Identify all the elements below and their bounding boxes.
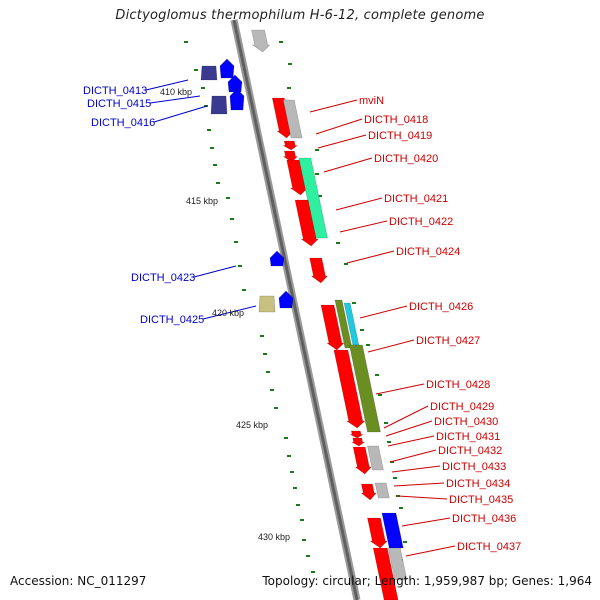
gene-label-left: DICTH_0423 bbox=[131, 272, 195, 284]
leader-line bbox=[153, 105, 208, 123]
gene-label-right: DICTH_0432 bbox=[438, 445, 502, 457]
scale-label: 415 kbp bbox=[186, 196, 218, 206]
gene-arrow bbox=[294, 199, 319, 247]
gene-arrow bbox=[320, 304, 345, 351]
leader-line bbox=[385, 420, 433, 437]
scale-label: 430 kbp bbox=[258, 532, 290, 542]
gene-arrow bbox=[251, 29, 271, 53]
gene-arrow bbox=[360, 483, 377, 501]
gene-arrow bbox=[351, 437, 366, 447]
leader-line bbox=[405, 545, 456, 557]
leader-line bbox=[383, 405, 429, 429]
gene-label-right: DICTH_0430 bbox=[434, 416, 498, 428]
leader-line bbox=[309, 99, 358, 113]
reverse-gene bbox=[269, 250, 285, 267]
backbone-layer bbox=[230, 19, 361, 600]
leader-line bbox=[335, 197, 383, 211]
gene-label-left: DICTH_0425 bbox=[140, 314, 204, 326]
gene-label-left: DICTH_0416 bbox=[91, 117, 155, 129]
gene-arrow bbox=[282, 99, 303, 139]
leader-line bbox=[346, 250, 395, 264]
leader-line bbox=[387, 435, 435, 447]
gene-label-right: DICTH_0435 bbox=[449, 494, 513, 506]
gene-label-right: mviN bbox=[359, 95, 384, 107]
reverse-gene bbox=[227, 74, 243, 93]
gene-label-left: DICTH_0413 bbox=[83, 85, 147, 97]
reverse-gene bbox=[210, 95, 228, 115]
gene-arrow bbox=[372, 547, 399, 600]
gene-arrow bbox=[367, 517, 389, 549]
gene-arrow bbox=[367, 445, 384, 471]
gene-label-right: DICTH_0420 bbox=[374, 153, 438, 165]
scale-label: 420 kbp bbox=[212, 308, 244, 318]
leader-line bbox=[145, 79, 189, 91]
leader-line bbox=[375, 383, 425, 395]
gene-label-right: DICTH_0437 bbox=[457, 541, 521, 553]
reverse-gene bbox=[200, 65, 218, 81]
topology-summary-text: Topology: circular; Length: 1,959,987 bp… bbox=[262, 574, 592, 588]
gene-arrow bbox=[374, 482, 390, 499]
leader-lines-layer bbox=[145, 79, 456, 557]
gene-label-right: DICTH_0419 bbox=[368, 130, 432, 142]
scale-label: 425 kbp bbox=[236, 420, 268, 430]
gene-arrow bbox=[352, 446, 373, 475]
gene-arrow bbox=[349, 430, 365, 439]
leader-line bbox=[367, 339, 415, 353]
accession-text: Accession: NC_011297 bbox=[10, 574, 147, 588]
leader-line bbox=[393, 482, 445, 487]
leader-line bbox=[323, 157, 373, 173]
leader-line bbox=[359, 305, 408, 319]
gene-label-right: DICTH_0431 bbox=[436, 431, 500, 443]
gene-arrow bbox=[309, 257, 329, 284]
gene-label-right: DICTH_0426 bbox=[409, 301, 473, 313]
backbone-line bbox=[232, 19, 359, 600]
gene-arrow bbox=[387, 547, 408, 581]
leader-line bbox=[202, 305, 257, 320]
leader-line bbox=[391, 465, 441, 473]
leader-line bbox=[315, 118, 363, 135]
gene-label-right: DICTH_0428 bbox=[426, 379, 490, 391]
gene-label-left: DICTH_0415 bbox=[87, 98, 151, 110]
gene-label-right: DICTH_0427 bbox=[416, 335, 480, 347]
gene-label-right: DICTH_0429 bbox=[430, 401, 494, 413]
leader-line bbox=[401, 517, 451, 527]
gene-arrow bbox=[381, 512, 404, 549]
gene-label-right: DICTH_0422 bbox=[389, 216, 453, 228]
gene-arrow bbox=[282, 150, 299, 163]
genes-layer bbox=[200, 29, 408, 600]
gene-label-right: DICTH_0433 bbox=[442, 461, 506, 473]
leader-line bbox=[397, 495, 448, 500]
leader-line bbox=[193, 265, 237, 278]
map-title: Dictyoglomus thermophilum H-6-12, comple… bbox=[115, 8, 485, 23]
leader-line bbox=[149, 95, 201, 104]
gene-label-right: DICTH_0424 bbox=[396, 246, 460, 258]
gene-arrow bbox=[282, 140, 299, 151]
reverse-gene bbox=[229, 88, 245, 111]
gene-label-right: DICTH_0436 bbox=[452, 513, 516, 525]
gene-arrow bbox=[348, 344, 381, 433]
labels-layer: 410 kbp 415 kbp 420 kbp 425 kbp 430 kbp DICTH… bbox=[83, 85, 521, 553]
gene-label-right: DICTH_0434 bbox=[446, 478, 510, 490]
gene-arrow bbox=[333, 349, 366, 429]
leader-line bbox=[339, 220, 388, 233]
scale-label: 410 kbp bbox=[160, 87, 192, 97]
reverse-gene bbox=[219, 58, 235, 79]
reverse-gene bbox=[258, 295, 276, 313]
leader-line bbox=[389, 449, 437, 463]
gene-label-right: DICTH_0421 bbox=[384, 193, 448, 205]
reverse-gene bbox=[278, 290, 294, 309]
leader-line bbox=[317, 134, 367, 149]
gene-label-right: DICTH_0418 bbox=[364, 114, 428, 126]
